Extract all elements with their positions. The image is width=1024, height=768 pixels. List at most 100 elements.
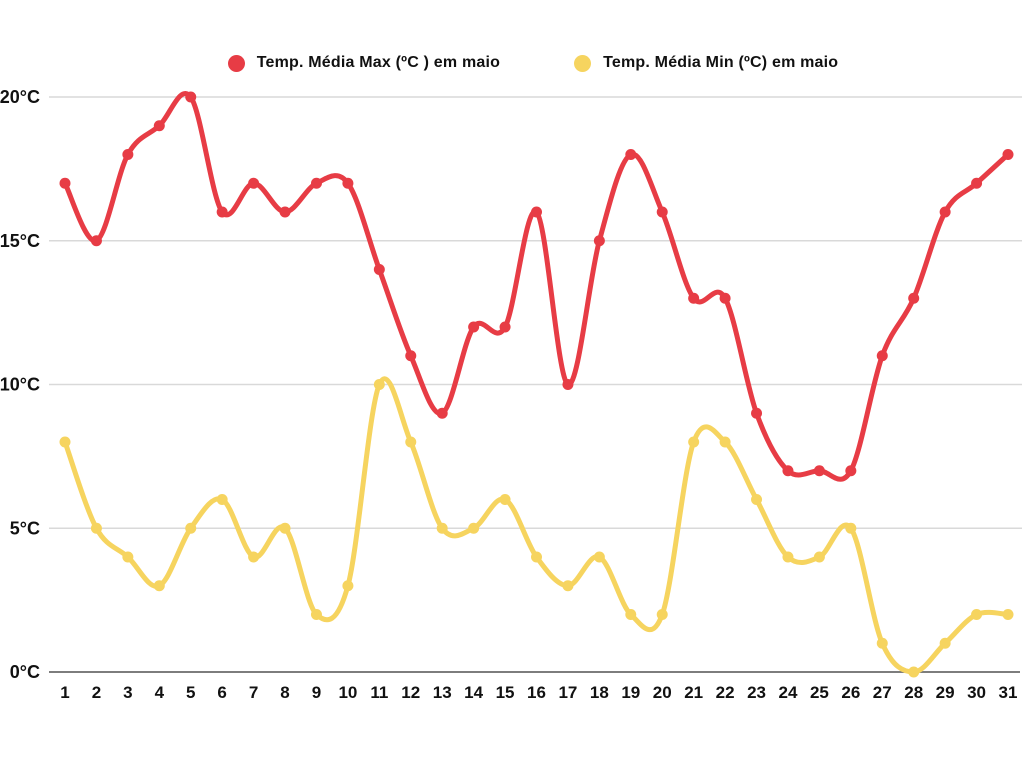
- series-max-point: [153, 120, 165, 132]
- x-axis-label: 25: [810, 683, 829, 702]
- series-min-point: [688, 436, 700, 448]
- series-min-point: [122, 551, 134, 563]
- x-axis-label: 2: [92, 683, 101, 702]
- series-min-point: [719, 436, 731, 448]
- series-min-point: [782, 551, 794, 563]
- x-axis-label: 7: [249, 683, 258, 702]
- series-min-point: [310, 609, 322, 620]
- x-axis-label: 27: [873, 683, 892, 702]
- series-max-point: [499, 321, 511, 333]
- series-max-point: [185, 91, 197, 103]
- series-max-point: [593, 235, 605, 247]
- series-max-point: [939, 206, 951, 218]
- x-axis-label: 9: [312, 683, 321, 702]
- series-min-point: [373, 379, 385, 390]
- series-min-point: [216, 494, 228, 505]
- x-axis-label: 1: [60, 683, 69, 702]
- series-max-line: [62, 91, 1011, 482]
- y-axis-label: 20°C: [0, 87, 40, 107]
- series-min-point: [90, 522, 102, 534]
- x-axis-label: 15: [496, 683, 515, 702]
- x-axis-label: 23: [747, 683, 766, 702]
- x-axis-label: 3: [123, 683, 132, 702]
- x-axis-label: 6: [217, 683, 226, 702]
- x-axis-label: 24: [779, 683, 798, 702]
- x-axis-label: 13: [433, 683, 452, 702]
- legend: Temp. Média Max (ºC ) em maio Temp. Médi…: [0, 54, 1024, 72]
- x-axis-label: 10: [338, 683, 357, 702]
- series-min-point: [279, 522, 291, 534]
- x-axis-label: 17: [558, 683, 577, 702]
- series-max-point: [405, 350, 417, 362]
- y-axis-label: 15°C: [0, 231, 40, 251]
- legend-max-label: Temp. Média Max (ºC ) em maio: [256, 54, 501, 71]
- series-max-point: [279, 206, 291, 218]
- series-min-point: [405, 436, 417, 448]
- series-max-point: [845, 465, 857, 477]
- y-axis-label: 0°C: [10, 662, 40, 682]
- series-max-point: [122, 149, 134, 160]
- series-min-point: [625, 609, 637, 620]
- series-max-point: [908, 292, 920, 304]
- series-max-point: [248, 177, 260, 189]
- series-max-point: [531, 206, 542, 218]
- x-axis-label: 26: [841, 683, 860, 702]
- series-min-point: [436, 522, 448, 534]
- series-max-point: [782, 465, 794, 477]
- legend-item-min: Temp. Média Min (ºC) em maio: [574, 54, 838, 72]
- series-min-point: [845, 522, 857, 534]
- series-max-point: [342, 177, 354, 189]
- x-axis-label: 21: [684, 683, 703, 702]
- series-max-point: [216, 206, 228, 218]
- series-max-point: [971, 177, 983, 189]
- series-max-point: [719, 292, 731, 304]
- x-axis-label: 20: [653, 683, 672, 702]
- x-axis-label: 12: [401, 683, 420, 702]
- x-axis-label: 11: [370, 683, 388, 702]
- series-max-point: [562, 379, 574, 390]
- series-min-point: [876, 637, 888, 649]
- series-max-point: [625, 149, 637, 160]
- series-min-point: [971, 609, 983, 620]
- y-axis-label: 5°C: [10, 518, 40, 538]
- x-axis-label: 22: [716, 683, 735, 702]
- series-max-point: [310, 177, 322, 189]
- series-max-point: [656, 206, 668, 218]
- x-axis-label: 31: [999, 683, 1018, 702]
- series-max-point: [468, 321, 480, 333]
- x-axis-label: 14: [464, 683, 483, 702]
- y-axis-label: 10°C: [0, 375, 40, 395]
- series-max-point: [1002, 149, 1014, 160]
- series-max-point: [813, 465, 825, 477]
- x-axis-label: 4: [155, 683, 165, 702]
- series-min-point: [153, 580, 165, 592]
- series-min-point: [468, 522, 480, 534]
- series-min-point: [342, 580, 354, 592]
- series-max-point: [59, 177, 71, 189]
- series-max-point: [90, 235, 102, 247]
- x-axis-label: 28: [904, 683, 923, 702]
- series-min-point: [562, 580, 574, 592]
- x-axis-label: 30: [967, 683, 986, 702]
- series-min-point: [499, 494, 511, 505]
- x-axis-label: 29: [936, 683, 955, 702]
- series-min-point: [185, 522, 197, 534]
- legend-max-dot-icon: [227, 54, 245, 72]
- legend-min-dot-icon: [574, 54, 592, 72]
- series-max-point: [436, 407, 448, 419]
- x-axis-label: 8: [280, 683, 289, 702]
- series-min-point: [751, 494, 763, 505]
- series-min-point: [531, 551, 542, 563]
- series-min-point: [813, 551, 825, 563]
- series-min-point: [656, 609, 668, 620]
- x-axis-label: 5: [186, 683, 195, 702]
- series-min-point: [908, 666, 920, 678]
- series-min-point: [939, 637, 951, 649]
- x-axis-label: 16: [527, 683, 546, 702]
- series-max-point: [876, 350, 888, 362]
- series-max-point: [373, 264, 385, 275]
- x-axis-label: 18: [590, 683, 609, 702]
- series-max-point: [688, 292, 700, 304]
